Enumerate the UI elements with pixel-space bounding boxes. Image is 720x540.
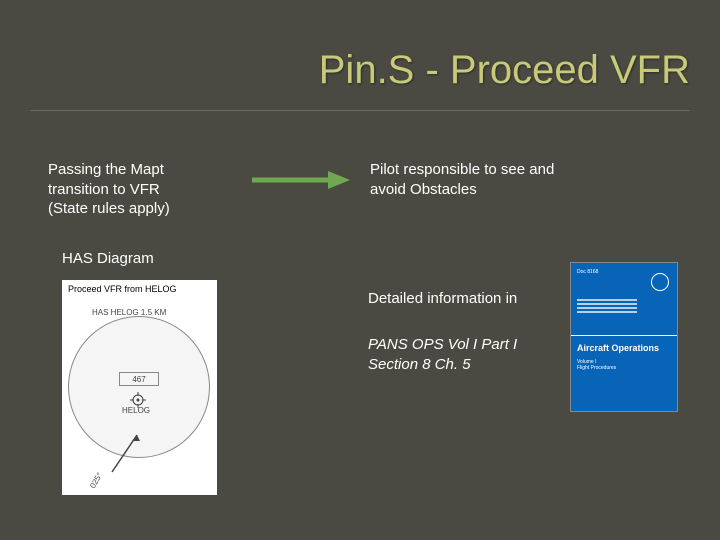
left-line-3: (State rules apply) — [48, 199, 218, 219]
reference-line-2: Section 8 Ch. 5 — [368, 355, 517, 375]
title-underline — [30, 110, 690, 111]
diagram-track-arrow-icon — [102, 427, 152, 477]
doc-sub-line-2: Flight Procedures — [577, 365, 616, 371]
doc-divider — [571, 335, 677, 336]
diagram-angle-label: 025° — [88, 471, 104, 490]
has-diagram: Proceed VFR from HELOG HAS HELOG 1.5 KM … — [62, 280, 217, 495]
diagram-arc-label: HAS HELOG 1.5 KM — [92, 308, 166, 317]
doc-main-title: Aircraft Operations — [577, 343, 659, 353]
right-text-block: Pilot responsible to see and avoid Obsta… — [370, 160, 640, 199]
left-text-block: Passing the Mapt transition to VFR (Stat… — [48, 160, 218, 219]
icao-logo-icon — [651, 273, 669, 291]
right-line-2: avoid Obstacles — [370, 180, 640, 200]
diagram-center-value: 467 — [119, 372, 159, 386]
reference-text: PANS OPS Vol I Part I Section 8 Ch. 5 — [368, 335, 517, 374]
detail-text: Detailed information in — [368, 290, 517, 307]
slide-title: Pin.S - Proceed VFR — [319, 48, 690, 93]
left-line-2: transition to VFR — [48, 180, 218, 200]
document-cover: Doc 8168 Aircraft Operations Volume I Fl… — [570, 262, 678, 412]
arrow-icon — [250, 168, 350, 197]
has-diagram-label: HAS Diagram — [62, 250, 154, 267]
left-line-1: Passing the Mapt — [48, 160, 218, 180]
diagram-caption: Proceed VFR from HELOG — [68, 284, 177, 294]
diagram-helog-label: HELOG — [122, 406, 150, 415]
doc-sub: Volume I Flight Procedures — [577, 359, 616, 371]
right-line-1: Pilot responsible to see and — [370, 160, 640, 180]
reference-line-1: PANS OPS Vol I Part I — [368, 335, 517, 355]
doc-subtitle-lines — [577, 299, 637, 319]
